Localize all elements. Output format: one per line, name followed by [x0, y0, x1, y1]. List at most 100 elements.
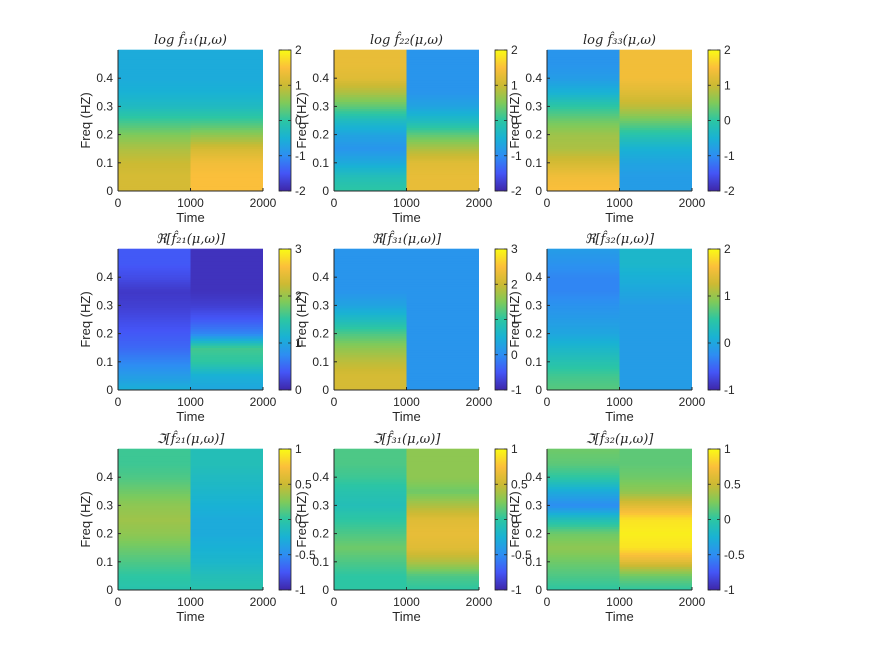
colorbar	[278, 248, 292, 391]
panel-title: ℜ[f̂₃₂(μ,ω)]	[585, 230, 655, 247]
heatmap-cell	[118, 94, 191, 98]
heatmap-cell	[118, 153, 191, 157]
heatmap-cell	[619, 248, 692, 252]
heatmap-cell	[190, 300, 263, 304]
heatmap-cell	[406, 188, 479, 192]
heatmap-cell	[619, 370, 692, 374]
heatmap-cell	[619, 113, 692, 117]
heatmap-cell	[190, 495, 263, 499]
heatmap-cell	[190, 134, 263, 138]
heatmap-cell	[118, 352, 191, 356]
heatmap-cell	[118, 108, 191, 112]
heatmap-cell	[619, 373, 692, 377]
heatmap-cell	[619, 281, 692, 285]
heatmap-cell	[619, 314, 692, 318]
heatmap-cell	[334, 56, 407, 60]
heatmap-cell	[619, 509, 692, 513]
heatmap-cell	[619, 354, 692, 358]
heatmap-cell	[334, 171, 407, 175]
heatmap-cell	[619, 82, 692, 86]
heatmap-cell	[118, 312, 191, 316]
heatmap-cell	[334, 575, 407, 579]
heatmap-cell	[406, 570, 479, 574]
heatmap-cell	[547, 186, 620, 189]
heatmap-cell	[190, 63, 263, 67]
heatmap-cell	[619, 352, 692, 356]
heatmap-cell	[406, 307, 479, 311]
heatmap-cell	[406, 387, 479, 391]
x-axis-label: Time	[605, 609, 633, 624]
colorbar-tick-label: 0.5	[295, 477, 312, 491]
colorbar-tick-label: 2	[511, 277, 518, 291]
heatmap-cell	[334, 495, 407, 499]
heatmap-cell	[118, 283, 191, 287]
heatmap-cell	[406, 106, 479, 110]
heatmap-cell	[619, 479, 692, 483]
heatmap-cell	[190, 117, 263, 121]
heatmap-cell	[334, 479, 407, 483]
heatmap-cell	[619, 476, 692, 480]
heatmap-cell	[118, 328, 191, 332]
x-tick-label: 2000	[466, 395, 493, 409]
y-tick-label: 0.4	[96, 71, 113, 85]
heatmap-cell	[547, 469, 620, 473]
heatmap-cell	[619, 328, 692, 332]
heatmap-cell	[118, 186, 191, 189]
heatmap-cell	[547, 281, 620, 285]
heatmap-cell	[118, 251, 191, 254]
y-tick-label: 0.3	[96, 298, 113, 312]
heatmap-cell	[118, 460, 191, 464]
heatmap-cell	[547, 253, 620, 257]
heatmap-cell	[190, 305, 263, 309]
y-tick-label: 0	[535, 383, 542, 397]
heatmap-cell	[118, 547, 191, 551]
heatmap-cell	[547, 77, 620, 81]
heatmap-cell	[334, 52, 407, 55]
heatmap-cell	[547, 255, 620, 259]
heatmap-cell	[118, 141, 191, 145]
heatmap-cell	[334, 523, 407, 527]
heatmap-cell	[619, 253, 692, 257]
heatmap-cell	[619, 491, 692, 494]
heatmap-cell	[406, 528, 479, 532]
heatmap-cell	[619, 561, 692, 565]
heatmap-cell	[406, 542, 479, 546]
heatmap-cell	[406, 99, 479, 102]
heatmap-cell	[190, 181, 263, 185]
heatmap-cell	[406, 150, 479, 154]
heatmap-cell	[190, 94, 263, 98]
colorbar-tick-label: 2	[295, 43, 302, 57]
heatmap-cell	[334, 323, 407, 327]
heatmap-cell	[334, 472, 407, 476]
heatmap-cell	[547, 262, 620, 266]
heatmap-cell	[547, 94, 620, 98]
heatmap-cell	[190, 479, 263, 483]
heatmap-cell	[547, 171, 620, 175]
heatmap-cell	[547, 73, 620, 77]
heatmap-cell	[619, 131, 692, 135]
heatmap-cell	[619, 521, 692, 525]
heatmap-cell	[334, 309, 407, 313]
heatmap-cell	[406, 139, 479, 142]
heatmap-cell	[190, 483, 263, 487]
heatmap-cell	[118, 279, 191, 283]
heatmap-cell	[118, 366, 191, 370]
heatmap-cell	[118, 330, 191, 334]
heatmap-cell	[406, 59, 479, 63]
heatmap-cell	[547, 495, 620, 499]
heatmap-cell	[406, 345, 479, 348]
heatmap-cell	[334, 167, 407, 171]
heatmap-cell	[334, 335, 407, 339]
heatmap-cell	[190, 157, 263, 161]
heatmap-cell	[190, 363, 263, 367]
heatmap-cell	[118, 373, 191, 377]
heatmap-cell	[118, 120, 191, 124]
heatmap-cell	[190, 349, 263, 353]
heatmap-cell	[547, 183, 620, 187]
heatmap-cell	[334, 141, 407, 145]
heatmap-cell	[334, 267, 407, 271]
heatmap-cell	[118, 451, 191, 454]
heatmap-cell	[406, 87, 479, 91]
heatmap-cell	[118, 188, 191, 192]
heatmap-cell	[547, 52, 620, 55]
